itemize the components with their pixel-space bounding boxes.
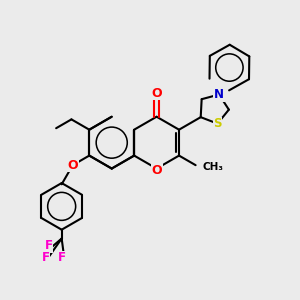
Text: N: N bbox=[214, 88, 224, 101]
Text: O: O bbox=[68, 159, 78, 172]
Text: O: O bbox=[151, 87, 162, 100]
Text: O: O bbox=[151, 164, 162, 176]
Text: CH₃: CH₃ bbox=[203, 162, 224, 172]
Text: F: F bbox=[41, 251, 50, 264]
Text: S: S bbox=[213, 117, 222, 130]
Text: F: F bbox=[44, 239, 52, 252]
Text: F: F bbox=[58, 251, 66, 264]
